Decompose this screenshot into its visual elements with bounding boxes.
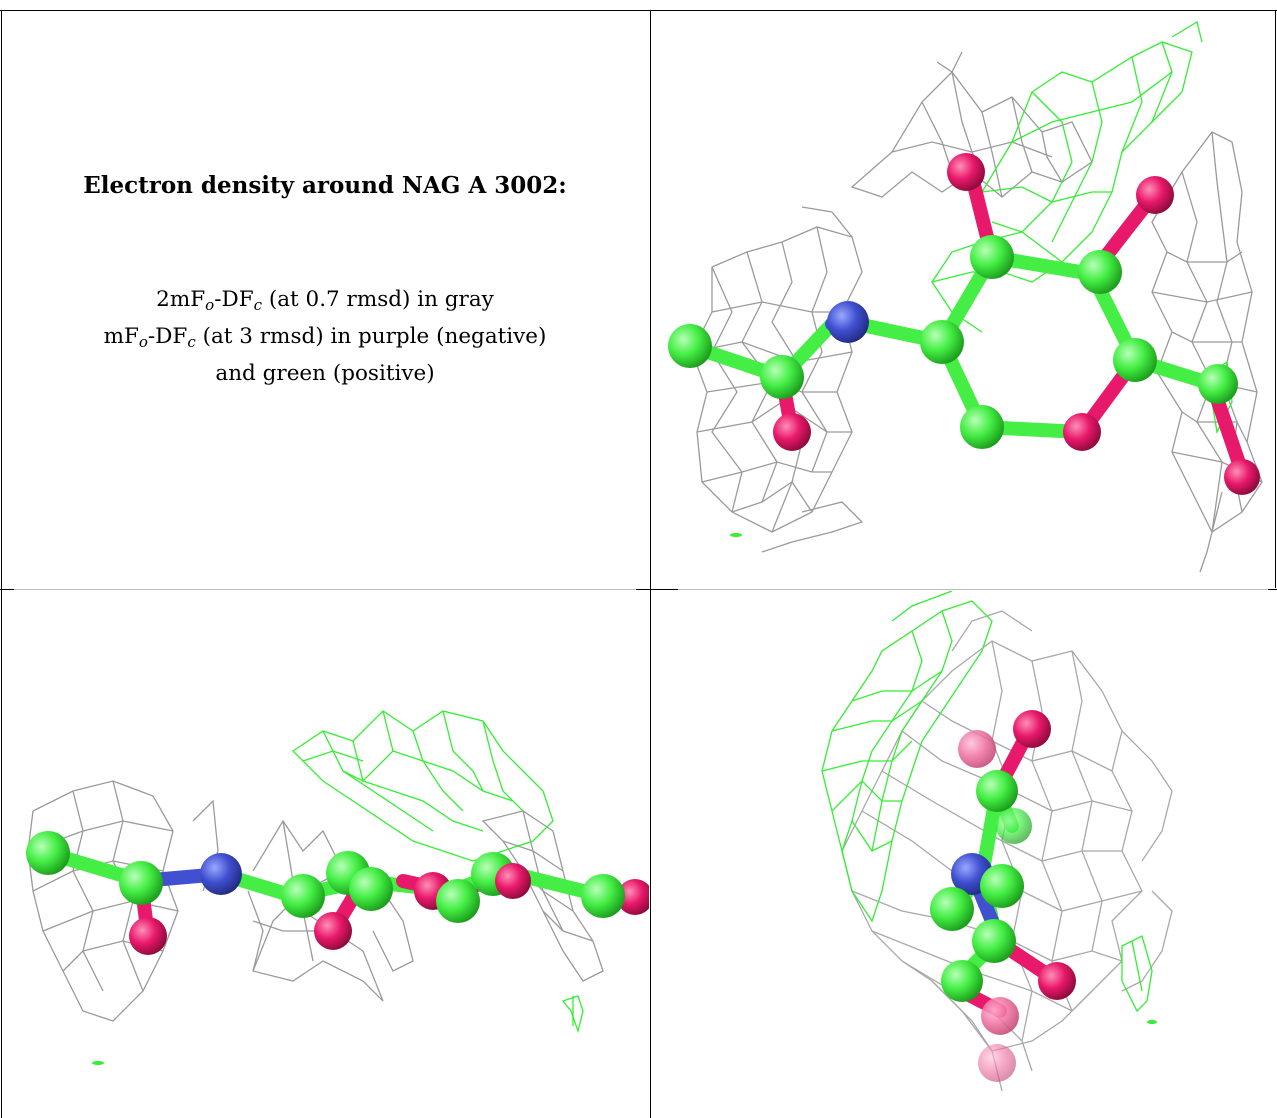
- atom-carbon: [930, 887, 974, 931]
- atom-oxygen: [129, 917, 167, 955]
- atom-carbon: [960, 405, 1004, 449]
- atoms: [668, 153, 1260, 495]
- caption-line-mfo: mFo-DFc (at 3 rmsd) in purple (negative): [103, 324, 547, 351]
- atom-oxygen: [617, 879, 649, 915]
- atom-carbon: [1198, 364, 1238, 404]
- atom-carbon: [119, 861, 163, 905]
- atoms: [26, 831, 649, 955]
- atom-carbon: [1113, 338, 1157, 382]
- atom-oxygen: [1136, 176, 1174, 214]
- atom-carbon: [26, 831, 70, 875]
- atoms: [930, 710, 1076, 1082]
- table-divider-tick-right: [1268, 589, 1277, 590]
- table-divider-tick-mid: [636, 589, 678, 590]
- table-border-left: [1, 10, 2, 1118]
- molecule-render-2: [26, 710, 649, 1065]
- caption-line-positive: and green (positive): [215, 361, 435, 386]
- table-divider-vertical: [650, 10, 651, 1118]
- atom-carbon: [970, 235, 1014, 279]
- atom-oxygen: [314, 912, 352, 950]
- atom-carbon: [972, 919, 1016, 963]
- caption-title: Electron density around NAG A 3002:: [83, 172, 567, 199]
- table-border-top: [0, 10, 1277, 11]
- atom-oxygen: [773, 413, 811, 451]
- green-blob: [92, 1061, 104, 1065]
- table-divider-tick-left: [0, 589, 14, 590]
- atom-oxygen: [1063, 413, 1101, 451]
- atom-carbon: [581, 874, 625, 918]
- atom-carbon: [436, 879, 480, 923]
- atom-carbon: [980, 864, 1024, 908]
- atom-carbon: [349, 867, 393, 911]
- molecule-render-3: [821, 591, 1173, 1092]
- atom-oxygen: [1013, 710, 1051, 748]
- green-blob: [730, 533, 742, 537]
- atom-carbon: [976, 770, 1018, 812]
- atom-oxygen: [958, 730, 996, 768]
- atom-carbon: [1078, 250, 1122, 294]
- density-view-bottom-left: [3, 591, 649, 1118]
- green-mesh-positive: [821, 591, 1153, 1013]
- green-mesh-positive: [931, 20, 1233, 435]
- atom-nitrogen: [200, 853, 242, 895]
- table-border-right: [1275, 10, 1276, 588]
- molecule-render-1: [668, 20, 1263, 573]
- green-mesh-positive: [291, 710, 584, 1034]
- atom-carbon: [996, 808, 1032, 844]
- atom-nitrogen: [827, 301, 869, 343]
- caption-cell: Electron density around NAG A 3002: 2mFo…: [0, 0, 650, 590]
- atom-carbon: [920, 320, 964, 364]
- atom-oxygen: [947, 153, 985, 191]
- atom-oxygen: [1038, 962, 1076, 1000]
- caption-line-2mfo: 2mFo-DFc (at 0.7 rmsd) in gray: [156, 287, 494, 314]
- atom-oxygen: [978, 1044, 1016, 1082]
- atom-carbon: [668, 324, 712, 368]
- caption-legend: 2mFo-DFc (at 0.7 rmsd) in gray mFo-DFc (…: [0, 284, 650, 389]
- atom-carbon: [941, 960, 983, 1002]
- atom-oxygen: [1224, 459, 1260, 495]
- gray-mesh-top: [850, 51, 1093, 198]
- green-blob: [1147, 1020, 1157, 1024]
- density-view-bottom-right: [652, 591, 1274, 1118]
- density-view-top-right: [652, 12, 1274, 588]
- atom-carbon: [281, 874, 325, 918]
- atom-oxygen: [981, 997, 1019, 1035]
- atom-oxygen: [495, 863, 531, 899]
- atom-carbon: [760, 355, 804, 399]
